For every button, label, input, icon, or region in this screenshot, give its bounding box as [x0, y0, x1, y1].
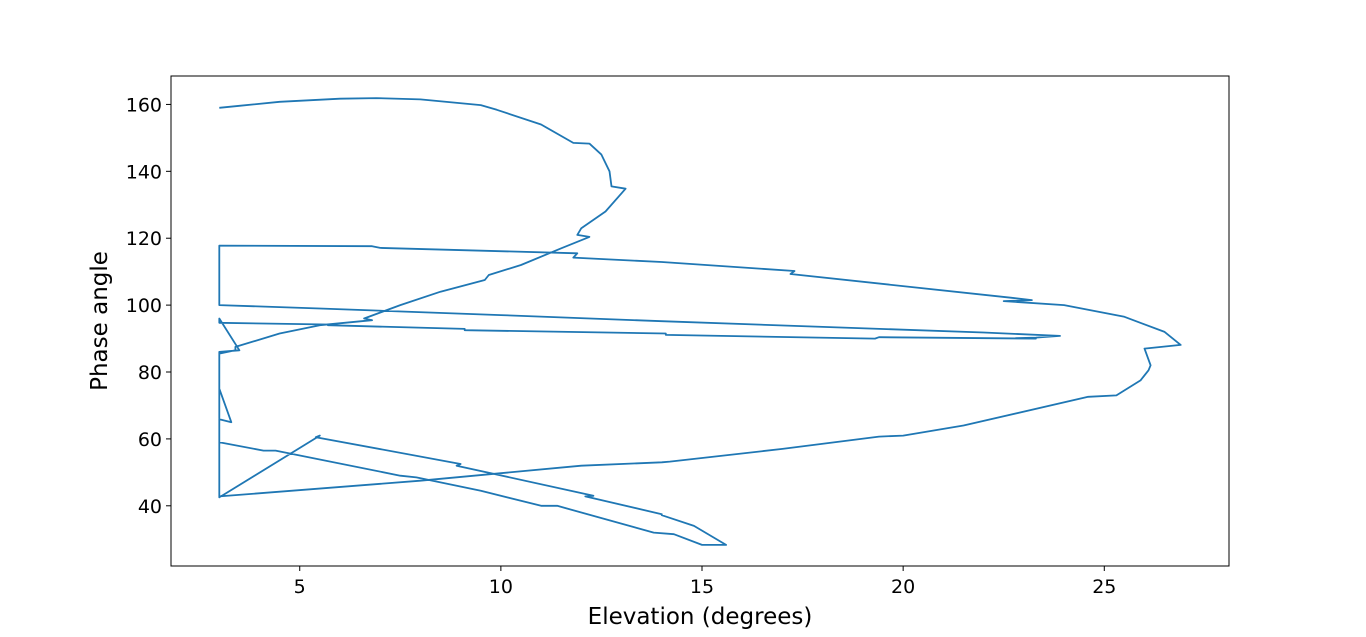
plot-area — [218, 97, 1182, 546]
x-axis: 5 10 15 20 25 — [294, 566, 1116, 598]
plot-frame — [170, 75, 1230, 567]
x-tick-label: 15 — [690, 576, 714, 598]
y-tick-label: 140 — [126, 161, 162, 183]
plot-background — [171, 76, 1229, 566]
y-tick-label: 160 — [126, 94, 162, 116]
y-axis-label: Phase angle — [87, 251, 113, 391]
x-tick-label: 5 — [294, 576, 306, 598]
series-line — [218, 97, 1182, 546]
x-tick-label: 10 — [489, 576, 513, 598]
y-axis: 40 60 80 100 120 140 160 — [126, 94, 171, 518]
x-tick-label: 20 — [891, 576, 915, 598]
y-tick-label: 60 — [138, 429, 162, 451]
y-tick-label: 40 — [138, 496, 162, 518]
x-axis-label: Elevation (degrees) — [588, 604, 813, 630]
x-tick-label: 25 — [1092, 576, 1116, 598]
y-tick-label: 100 — [126, 295, 162, 317]
y-tick-label: 120 — [126, 228, 162, 250]
y-tick-label: 80 — [138, 362, 162, 384]
